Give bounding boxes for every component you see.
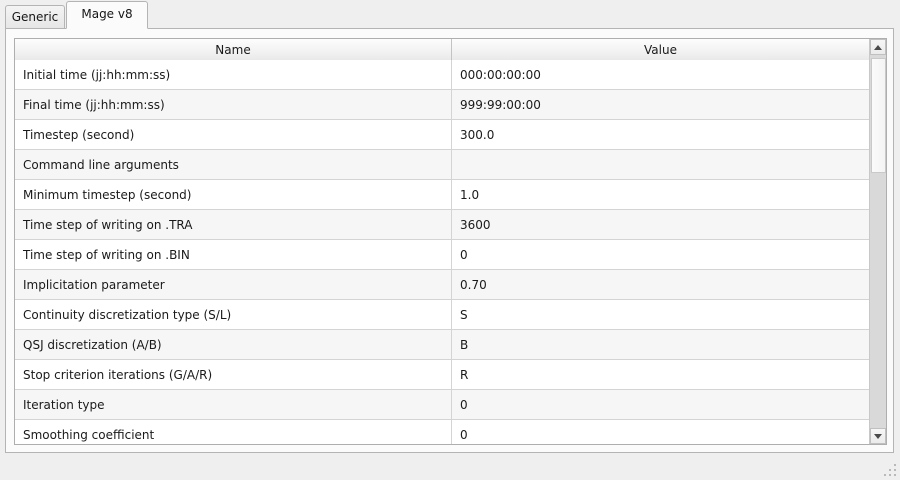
cell-name: Timestep (second) — [15, 120, 452, 150]
cell-value[interactable]: 1.0 — [460, 188, 480, 202]
column-header-name[interactable]: Name — [15, 39, 452, 60]
cell-value[interactable]: R — [460, 368, 469, 382]
scrollbar-thumb[interactable] — [871, 58, 886, 173]
cell-name: Initial time (jj:hh:mm:ss) — [15, 60, 452, 90]
cell-name: Time step of writing on .BIN — [15, 240, 452, 270]
cell-value[interactable]: 0 — [460, 248, 468, 262]
column-header-value[interactable]: Value — [452, 39, 869, 60]
cell-value[interactable]: 0.70 — [460, 278, 487, 292]
column-header-value-label: Value — [644, 42, 677, 57]
cell-name: Minimum timestep (second) — [15, 180, 452, 210]
table-row[interactable]: QSJ discretization (A/B) B — [15, 330, 869, 360]
cell-name: Time step of writing on .TRA — [15, 210, 452, 240]
triangle-up-icon — [874, 44, 882, 50]
cell-name: QSJ discretization (A/B) — [15, 330, 452, 360]
table-row[interactable]: Initial time (jj:hh:mm:ss) 000:00:00:00 — [15, 60, 869, 90]
tab-mage-v8-label: Mage v8 — [81, 6, 133, 21]
cell-value[interactable]: 3600 — [460, 218, 491, 232]
cell-name: Stop criterion iterations (G/A/R) — [15, 360, 452, 390]
table-row[interactable]: Time step of writing on .BIN 0 — [15, 240, 869, 270]
cell-value[interactable]: 000:00:00:00 — [460, 68, 541, 82]
table-header-row: Name Value — [15, 39, 869, 60]
cell-value[interactable] — [452, 150, 869, 180]
table-row[interactable]: Time step of writing on .TRA 3600 — [15, 210, 869, 240]
cell-value[interactable]: B — [460, 338, 469, 352]
tab-mage-v8[interactable]: Mage v8 — [66, 1, 148, 29]
table-row[interactable]: Command line arguments — [15, 150, 869, 180]
column-header-name-label: Name — [215, 42, 251, 57]
cell-name: Iteration type — [15, 390, 452, 420]
table-row[interactable]: Iteration type 0 — [15, 390, 869, 420]
resize-grip-icon[interactable] — [884, 464, 897, 477]
table-row[interactable]: Minimum timestep (second) 1.0 — [15, 180, 869, 210]
table-row[interactable]: Smoothing coefficient 0 — [15, 420, 869, 444]
table-row[interactable]: Final time (jj:hh:mm:ss) 999:99:00:00 — [15, 90, 869, 120]
table-row[interactable]: Timestep (second) 300.0 — [15, 120, 869, 150]
cell-value[interactable]: 0 — [460, 398, 468, 412]
scroll-down-button[interactable] — [870, 428, 886, 444]
scroll-up-button[interactable] — [870, 39, 886, 55]
cell-value[interactable]: 0 — [460, 428, 468, 442]
table-row[interactable]: Stop criterion iterations (G/A/R) R — [15, 360, 869, 390]
cell-value[interactable]: 300.0 — [460, 128, 495, 142]
table-row[interactable]: Implicitation parameter 0.70 — [15, 270, 869, 300]
table-body: Initial time (jj:hh:mm:ss) 000:00:00:00 … — [15, 60, 869, 444]
triangle-down-icon — [874, 433, 882, 439]
cell-value[interactable]: S — [460, 308, 468, 322]
cell-name: Command line arguments — [15, 150, 452, 180]
tab-generic[interactable]: Generic — [5, 5, 65, 28]
cell-name: Smoothing coefficient — [15, 420, 452, 444]
cell-name: Continuity discretization type (S/L) — [15, 300, 452, 330]
tab-strip: Generic Mage v8 — [0, 0, 900, 29]
cell-name: Final time (jj:hh:mm:ss) — [15, 90, 452, 120]
tab-content-panel: Name Value Initial time (jj:hh:mm:ss) 00… — [5, 28, 894, 453]
tab-generic-label: Generic — [11, 10, 59, 24]
parameters-table: Name Value Initial time (jj:hh:mm:ss) 00… — [14, 38, 887, 445]
cell-name: Implicitation parameter — [15, 270, 452, 300]
table-viewport: Name Value Initial time (jj:hh:mm:ss) 00… — [15, 39, 869, 444]
table-row[interactable]: Continuity discretization type (S/L) S — [15, 300, 869, 330]
vertical-scrollbar[interactable] — [869, 39, 886, 444]
cell-value[interactable]: 999:99:00:00 — [460, 98, 541, 112]
